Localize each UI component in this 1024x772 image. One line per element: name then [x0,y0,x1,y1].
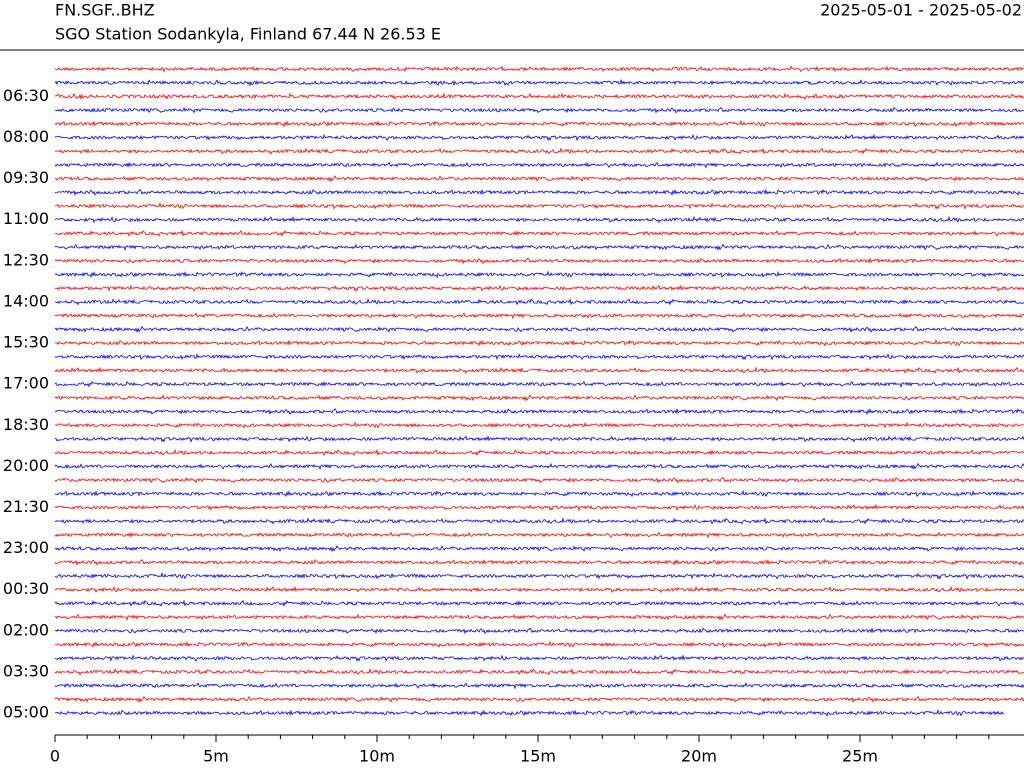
trace [54,394,1024,402]
trace [54,270,1024,279]
trace [54,312,1024,320]
trace [54,682,1024,690]
trace [54,708,1005,717]
row-label: 06:30 [3,86,49,105]
trace [54,558,1024,566]
row-label: 15:30 [3,333,49,352]
x-tick-label: 20m [681,747,717,766]
trace [54,435,1024,443]
trace [54,366,1024,375]
trace [54,338,1024,347]
row-label: 00:30 [3,579,49,598]
trace [54,119,1024,128]
trace [54,654,1024,662]
trace [54,284,1024,292]
date-range: 2025-05-01 - 2025-05-02 [820,1,1022,20]
row-label: 20:00 [3,456,49,475]
station-code: FN.SGF..BHZ [55,1,155,20]
trace [54,78,1024,87]
trace [54,408,1024,416]
row-label: 12:30 [3,250,49,269]
trace [54,613,1024,621]
trace [54,161,1024,169]
trace [54,476,1024,484]
trace [54,489,1024,498]
row-label: 09:30 [3,168,49,187]
row-label: 21:30 [3,497,49,516]
trace [54,545,1024,553]
x-tick-label: 25m [842,747,878,766]
row-label: 11:00 [3,209,49,228]
trace [54,257,1024,265]
trace [54,667,1024,676]
trace [54,531,1024,539]
trace [54,585,1024,594]
trace [54,448,1024,457]
trace [54,462,1024,471]
trace [54,571,1024,580]
trace [54,627,1024,635]
row-label: 02:00 [3,620,49,639]
trace [54,353,1024,361]
row-label: 05:00 [3,703,49,722]
trace [54,215,1024,224]
row-label: 14:00 [3,291,49,310]
trace [54,65,1024,73]
trace [54,188,1024,196]
row-label: 23:00 [3,538,49,557]
trace [54,325,1024,334]
x-tick-label: 10m [359,747,395,766]
station-info: SGO Station Sodankyla, Finland 67.44 N 2… [55,25,441,44]
trace [54,503,1024,512]
trace [54,421,1024,429]
trace [54,243,1024,251]
row-label: 17:00 [3,374,49,393]
x-tick-label: 5m [203,747,229,766]
row-label: 18:30 [3,415,49,434]
trace [54,695,1024,704]
trace [54,92,1024,101]
trace [54,640,1024,649]
x-tick-label: 0 [50,747,60,766]
row-label: 08:00 [3,127,49,146]
trace [54,201,1024,210]
trace [54,599,1024,607]
trace [54,133,1024,142]
row-label: 03:30 [3,661,49,680]
x-tick-label: 15m [520,747,556,766]
trace [54,147,1024,155]
trace [54,297,1024,306]
trace [54,380,1024,389]
trace [54,175,1024,183]
trace [54,229,1024,237]
trace [54,106,1024,114]
trace [54,517,1024,525]
